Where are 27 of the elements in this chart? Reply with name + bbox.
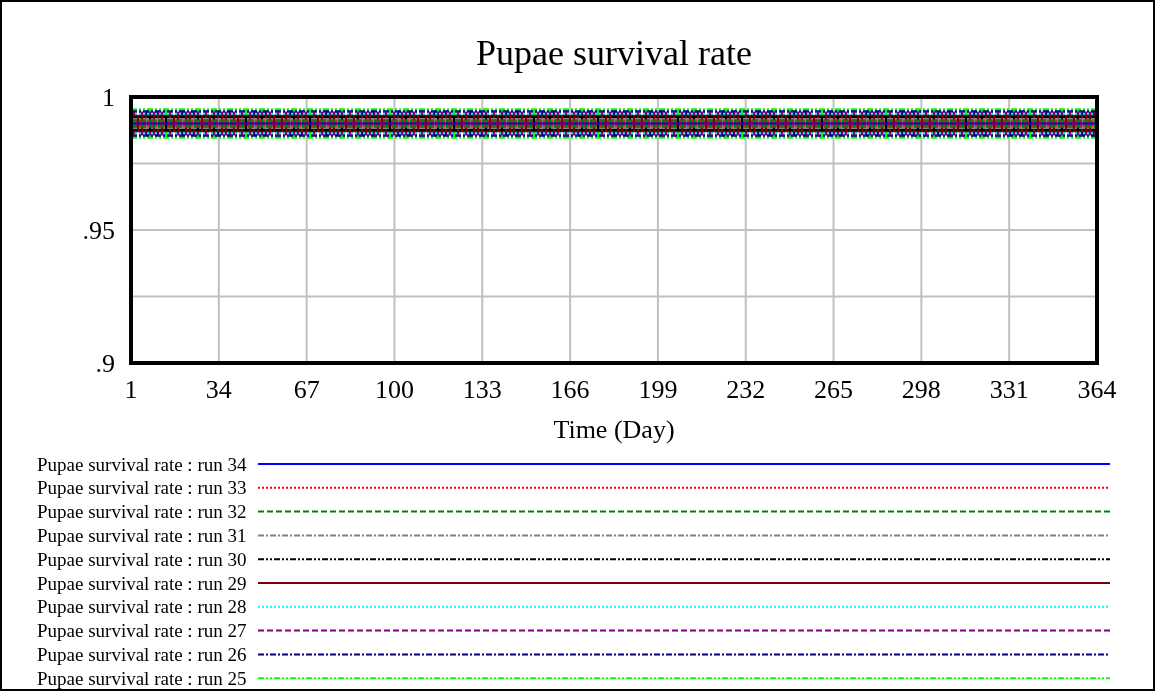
y-tick-label: .9 xyxy=(95,349,115,379)
x-tick-label: 331 xyxy=(989,375,1029,404)
legend-label: Pupae survival rate : run 33 xyxy=(37,477,247,499)
x-tick-label: 265 xyxy=(814,375,854,404)
chart-title: Pupae survival rate xyxy=(476,33,752,73)
y-tick-label: 1 xyxy=(102,83,115,113)
x-tick-label: 100 xyxy=(374,375,414,404)
legend-label: Pupae survival rate : run 31 xyxy=(37,525,247,547)
x-axis-title: Time (Day) xyxy=(553,415,675,444)
x-tick-label: 1 xyxy=(124,375,138,404)
x-tick-label: 166 xyxy=(550,375,590,404)
legend-label: Pupae survival rate : run 28 xyxy=(37,596,247,618)
legend-label: Pupae survival rate : run 30 xyxy=(37,548,247,570)
legend-label: Pupae survival rate : run 32 xyxy=(37,501,247,523)
x-tick-label: 364 xyxy=(1077,375,1117,404)
x-tick-label: 298 xyxy=(901,375,941,404)
legend-label: Pupae survival rate : run 34 xyxy=(37,453,247,475)
x-tick-label: 133 xyxy=(462,375,502,404)
x-tick-label: 232 xyxy=(726,375,766,404)
legend-label: Pupae survival rate : run 27 xyxy=(37,620,247,642)
y-tick-label: .95 xyxy=(82,216,115,246)
legend-label: Pupae survival rate : run 26 xyxy=(37,644,247,666)
x-tick-label: 34 xyxy=(205,375,232,404)
legend-label: Pupae survival rate : run 25 xyxy=(37,667,247,689)
legend-label: Pupae survival rate : run 29 xyxy=(37,572,247,594)
x-tick-label: 199 xyxy=(638,375,678,404)
x-tick-label: 67 xyxy=(293,375,320,404)
